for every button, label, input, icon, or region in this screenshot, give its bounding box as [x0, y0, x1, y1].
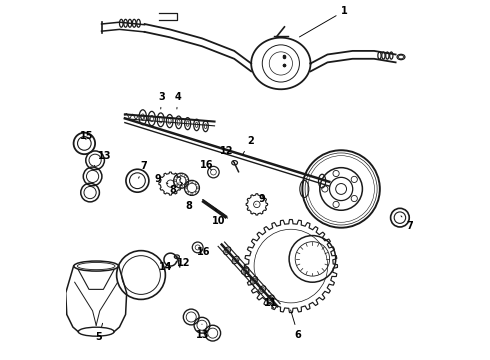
- Text: 9: 9: [154, 174, 168, 184]
- Text: 13: 13: [196, 324, 209, 340]
- Text: 12: 12: [176, 258, 190, 268]
- Text: 14: 14: [159, 262, 172, 272]
- Text: 8: 8: [185, 195, 192, 211]
- Text: 6: 6: [291, 310, 301, 340]
- Text: 10: 10: [213, 209, 226, 226]
- Text: 12: 12: [220, 145, 234, 163]
- Text: 13: 13: [95, 150, 111, 166]
- Text: 7: 7: [401, 216, 414, 231]
- Text: 4: 4: [174, 92, 181, 109]
- Text: 8: 8: [169, 183, 179, 195]
- Text: 9: 9: [256, 194, 266, 204]
- Text: 7: 7: [139, 161, 147, 178]
- Text: 15: 15: [80, 131, 93, 141]
- Text: 5: 5: [96, 323, 102, 342]
- Text: 16: 16: [197, 247, 211, 257]
- Text: 11: 11: [264, 290, 277, 308]
- Text: 2: 2: [243, 136, 254, 154]
- Text: 1: 1: [299, 6, 348, 37]
- Text: 16: 16: [200, 160, 213, 170]
- Text: 3: 3: [158, 92, 165, 109]
